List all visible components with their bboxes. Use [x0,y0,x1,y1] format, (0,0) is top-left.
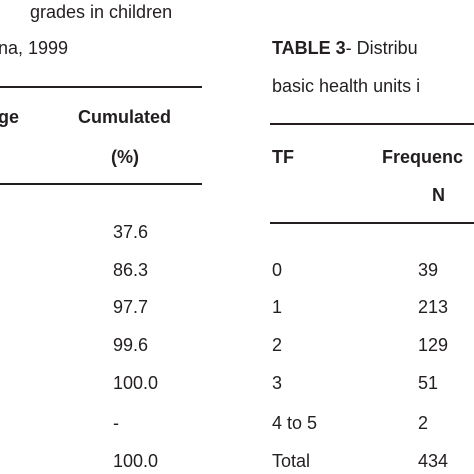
cell: 86.3 [113,260,149,280]
cell: 2 [272,335,283,355]
column-header: Frequenc [382,147,464,167]
column-header: Cumulated [78,107,172,127]
cell: 51 [418,373,439,393]
cell: 39 [418,260,439,280]
cell: 129 [418,335,449,355]
cell: 2 [418,413,429,433]
rule [0,86,202,88]
rule [0,183,202,185]
cell: 3 [272,373,283,393]
column-header: (%) [111,147,139,167]
cell: 213 [418,297,449,317]
cell: 100.0 [113,373,159,393]
cell: 97.7 [113,297,149,317]
column-header: N [432,185,445,205]
table-label: TABLE 3 [272,38,346,58]
cell: 37.6 [113,222,149,242]
cell: 100.0 [113,451,159,471]
cell: 99.6 [113,335,149,355]
caption-text: - Distribu [345,38,418,58]
cell: 0 [272,260,283,280]
cell: 4 to 5 [272,413,318,433]
rule [270,222,474,224]
cell: 434 [418,451,449,471]
table-caption: TABLE 3- Distribu [272,38,418,58]
caption-line: na, 1999 [0,38,69,58]
caption-line: grades in children [30,2,173,22]
column-header: TF [272,147,294,167]
cell: Total [272,451,311,471]
caption-line: basic health units i [272,76,421,96]
column-header: ge [0,107,20,127]
rule [270,123,474,125]
cell: - [113,413,119,433]
cell: 1 [272,297,283,317]
